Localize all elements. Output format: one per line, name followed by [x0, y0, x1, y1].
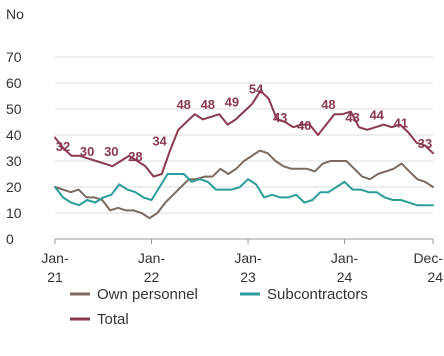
x-tick-label: Jan-24: [331, 250, 359, 285]
legend: Own personnel Subcontractors Total: [70, 286, 368, 328]
y-tick-label: 20: [6, 179, 22, 195]
y-tick-label: 30: [6, 153, 22, 169]
x-axis-ticks: Jan-21 Jan-22 Jan-23 Jan-24 Dec-24: [41, 239, 443, 285]
total-data-label: 32: [56, 139, 70, 154]
total-data-label: 43: [345, 110, 359, 125]
total-data-label: 54: [249, 82, 264, 97]
x-tick-label: Jan-22: [138, 250, 166, 285]
series-line-own: [54, 149, 434, 220]
y-tick-label: 10: [6, 205, 22, 221]
total-data-label: 33: [418, 136, 432, 151]
y-tick-label: 40: [6, 127, 22, 143]
total-data-label: 30: [80, 144, 94, 159]
total-data-label: 48: [201, 97, 215, 112]
legend-label-total: Total: [97, 311, 129, 328]
total-data-label: 48: [176, 97, 190, 112]
y-axis-ticks: 0 10 20 30 40 50 60 70: [6, 49, 22, 247]
total-data-label: 44: [369, 108, 384, 123]
y-tick-label: 0: [6, 231, 14, 247]
total-data-label: 48: [321, 97, 335, 112]
y-tick-label: 70: [6, 49, 22, 65]
legend-label-sub: Subcontractors: [267, 286, 368, 303]
y-tick-label: 60: [6, 75, 22, 91]
x-tick-label: Dec-24: [413, 250, 443, 285]
total-data-label: 43: [273, 110, 287, 125]
total-data-label: 28: [128, 149, 142, 164]
series-line-sub: [54, 173, 434, 207]
y-axis-unit-label: No: [6, 6, 24, 22]
legend-label-own: Own personnel: [97, 286, 198, 303]
total-data-label: 40: [297, 118, 311, 133]
x-tick-label: Jan-23: [234, 250, 262, 285]
total-data-label: 30: [104, 144, 118, 159]
y-tick-label: 50: [6, 101, 22, 117]
total-data-label: 34: [152, 134, 167, 149]
total-data-label: 41: [394, 115, 408, 130]
data-labels: 32 30 30 28 34 48 48 49 54 43 40 48 43 44 41 33: [56, 82, 432, 165]
series-lines: [54, 89, 434, 220]
series-line-total: [54, 89, 434, 178]
x-tick-label: Jan-21: [41, 250, 69, 285]
total-data-label: 49: [225, 95, 239, 110]
